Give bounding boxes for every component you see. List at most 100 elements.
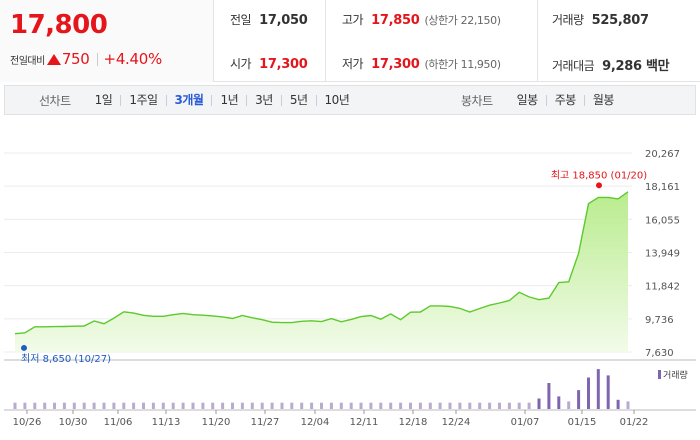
volume-bar (379, 402, 383, 409)
volume-bar (300, 402, 304, 409)
volume-bar (498, 402, 501, 409)
x-tick-label: 10/30 (59, 417, 88, 428)
volume-bar (62, 402, 66, 409)
x-tick-label: 11/27 (251, 417, 280, 428)
volume-bar (369, 402, 373, 409)
volume-bar (616, 399, 620, 409)
volume-bar (488, 402, 492, 409)
volume-bar (53, 402, 56, 409)
x-tick-label: 12/11 (350, 417, 379, 428)
tab-3-months[interactable]: 3개월 (165, 94, 212, 106)
volume-bar (606, 375, 610, 409)
stats-column-2: 고가 17,850 (상한가 22,150) 저가 17,300 (하한가 11… (326, 0, 538, 82)
change-rate: +4.40% (103, 50, 163, 68)
change-row: 전일대비 750 +4.40% (10, 50, 162, 68)
tab-monthly-candle[interactable]: 월봉 (583, 94, 622, 106)
volume-bar (438, 402, 442, 409)
volume-bar (142, 402, 145, 409)
volume-bar (260, 402, 264, 409)
candle-chart-periods: 봉차트 일봉 주봉 월봉 (461, 86, 622, 114)
y-tick-label: 13,949 (645, 248, 680, 259)
volume-bar (231, 402, 234, 409)
volume-stat: 거래량 525,807 (552, 11, 649, 28)
volume-bar (596, 369, 600, 409)
y-tick-label: 9,736 (645, 315, 674, 326)
volume-bar (507, 402, 511, 409)
x-tick-label: 11/13 (152, 417, 181, 428)
tab-1-year[interactable]: 1년 (211, 94, 246, 106)
volume-bar (250, 402, 254, 409)
volume-bar (82, 402, 86, 409)
open-stat: 시가 17,300 (230, 55, 308, 72)
volume-bar (92, 402, 96, 409)
volume-bar (468, 402, 472, 409)
x-tick-label: 12/04 (301, 417, 330, 428)
volume-bar (626, 401, 630, 409)
volume-bar (33, 402, 37, 409)
trade-value-value: 9,286 백만 (602, 59, 670, 74)
price-area (15, 191, 628, 352)
volume-bar (478, 402, 482, 409)
volume-value: 525,807 (591, 13, 649, 28)
volume-bar (537, 398, 541, 409)
trade-value-label: 거래대금 (552, 59, 595, 73)
volume-bar (428, 402, 432, 409)
volume-legend-label: 거래량 (663, 371, 688, 381)
divider (96, 52, 98, 66)
stats-column-3: 거래량 525,807 거래대금 9,286 백만 (538, 0, 700, 82)
volume-bar (191, 402, 195, 409)
volume-bar (329, 402, 333, 409)
volume-bar (517, 402, 521, 409)
volume-bar (320, 402, 323, 409)
volume-bar (240, 402, 244, 409)
upper-limit: (상한가 22,150) (424, 14, 501, 27)
volume-bar (72, 402, 76, 409)
volume-bar (557, 396, 561, 409)
low-value: 17,300 (371, 57, 420, 72)
high-value: 17,850 (371, 13, 420, 28)
y-tick-label: 16,055 (645, 215, 680, 226)
current-price: 17,800 (10, 10, 108, 40)
stock-summary: 17,800 전일대비 750 +4.40% 전일 17,050 시가 17,3… (0, 0, 700, 82)
volume-bar (409, 402, 412, 409)
y-tick-label: 11,842 (645, 282, 680, 293)
line-chart-periods: 선차트 1일 1주일 3개월 1년 3년 5년 10년 (39, 86, 357, 114)
x-tick-label: 12/18 (399, 417, 428, 428)
tab-3-years[interactable]: 3년 (246, 94, 281, 106)
low-marker (21, 344, 27, 351)
volume-bar (567, 401, 571, 409)
candle-chart-title: 봉차트 (461, 93, 493, 108)
y-tick-label: 18,161 (645, 182, 680, 193)
volume-bar (290, 402, 294, 409)
volume-bar (151, 402, 155, 409)
volume-bar (132, 402, 136, 409)
volume-bar (280, 402, 284, 409)
x-tick-label: 10/26 (13, 417, 42, 428)
change-label: 전일대비 (10, 55, 45, 67)
volume-bar (310, 402, 314, 409)
volume-legend: 거래량 (658, 368, 688, 381)
volume-bar (587, 377, 590, 409)
tab-5-years[interactable]: 5년 (280, 94, 316, 106)
tab-1-week[interactable]: 1주일 (120, 94, 165, 106)
low-label: 저가 (342, 57, 364, 71)
volume-bar (171, 402, 175, 409)
volume-bar (527, 402, 531, 409)
lower-limit: (하한가 11,950) (424, 58, 501, 71)
volume-bar (181, 402, 185, 409)
tab-weekly-candle[interactable]: 주봉 (545, 94, 584, 106)
x-tick-label: 11/06 (104, 417, 133, 428)
volume-bar (458, 402, 462, 409)
high-stat: 고가 17,850 (상한가 22,150) (342, 11, 501, 28)
tab-1-day[interactable]: 1일 (94, 92, 113, 107)
prev-close-value: 17,050 (259, 13, 308, 28)
volume-bar (13, 402, 17, 409)
volume-bar (201, 402, 205, 409)
volume-bar (349, 402, 353, 409)
x-tick-label: 01/22 (620, 417, 649, 428)
tab-10-years[interactable]: 10년 (315, 94, 358, 106)
trade-value-stat: 거래대금 9,286 백만 (552, 55, 670, 74)
volume-bar (102, 402, 106, 409)
tab-daily-candle[interactable]: 일봉 (516, 92, 539, 107)
up-arrow-icon (46, 53, 61, 65)
